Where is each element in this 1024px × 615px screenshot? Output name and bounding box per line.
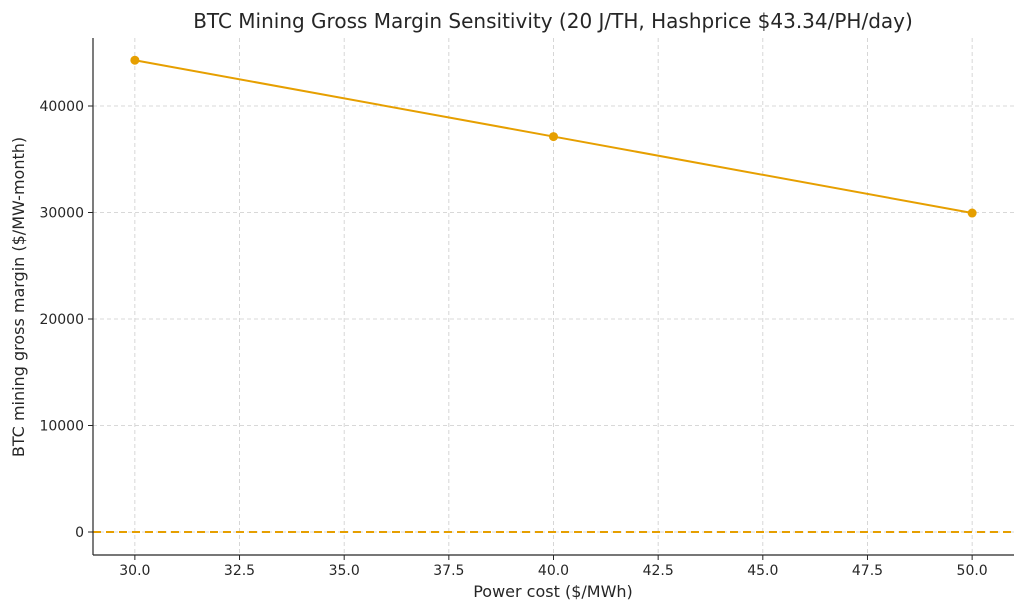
marks [93,55,1014,533]
x-tick-label: 32.5 [224,563,255,579]
x-tick-label: 37.5 [433,563,464,579]
y-tick-label: 40000 [39,99,84,115]
y-axis-label: BTC mining gross margin ($/MW-month) [9,137,28,457]
x-axis-label: Power cost ($/MWh) [473,582,633,601]
x-tick-label: 30.0 [119,563,150,579]
y-tick-label: 20000 [39,312,84,328]
data-point [130,55,140,65]
x-tick-label: 47.5 [852,563,883,579]
y-tick-label: 10000 [39,418,84,434]
x-tick-label: 45.0 [747,563,778,579]
x-tick-label: 40.0 [538,563,569,579]
x-tick-label: 42.5 [643,563,674,579]
ticks: 30.0 32.5 35.0 37.5 40.0 42.5 45.0 47.5 50.0 0 100… [39,99,987,579]
chart-title: BTC Mining Gross Margin Sensitivity (20 … [193,9,913,33]
y-tick-label: 30000 [39,205,84,221]
data-point [549,132,558,142]
x-tick-label: 50.0 [957,563,988,579]
grid [93,38,1014,555]
y-tick-label: 0 [75,525,84,541]
data-point [967,208,977,218]
x-tick-label: 35.0 [329,563,360,579]
